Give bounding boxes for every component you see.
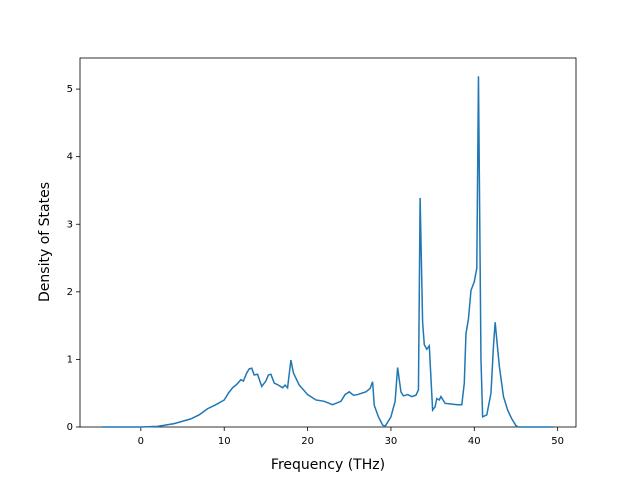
x-tick-label: 30 (385, 436, 398, 447)
x-tick-label: 10 (218, 436, 231, 447)
dos-line (101, 76, 554, 428)
y-tick-label: 3 (67, 219, 73, 230)
x-tick-label: 50 (551, 436, 564, 447)
y-tick-label: 4 (67, 152, 73, 163)
x-tick-label: 20 (301, 436, 314, 447)
y-tick-label: 5 (67, 84, 73, 95)
y-tick-label: 0 (67, 422, 73, 433)
x-tick-label: 0 (138, 436, 144, 447)
y-tick-label: 1 (67, 354, 73, 365)
y-tick-label: 2 (67, 287, 73, 298)
x-axis-label: Frequency (THz) (271, 457, 385, 473)
y-axis-label: Density of States (37, 182, 53, 302)
x-tick-label: 40 (468, 436, 481, 447)
plot-frame (79, 57, 577, 428)
